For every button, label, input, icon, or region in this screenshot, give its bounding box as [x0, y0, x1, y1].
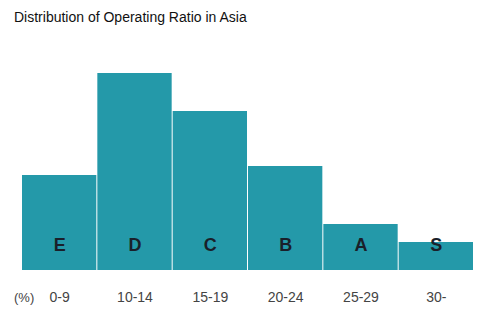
bar: [323, 224, 397, 270]
bars: [22, 73, 473, 270]
title: Distribution of Operating Ratio in Asia: [14, 9, 247, 25]
bar: [173, 111, 247, 270]
x-tick-label: 30-: [426, 289, 447, 305]
x-tick-label: 20-24: [268, 289, 304, 305]
bar: [248, 166, 322, 270]
grade-label: S: [430, 235, 442, 255]
grade-label: B: [279, 235, 292, 255]
bar: [97, 73, 171, 270]
grade-label: A: [355, 235, 368, 255]
grade-label: D: [129, 235, 142, 255]
chart: Distribution of Operating Ratio in Asia E…: [0, 0, 500, 317]
grade-label: E: [54, 235, 66, 255]
bar: [22, 175, 96, 270]
x-tick-label: 0-9: [50, 289, 70, 305]
x-tick-label: 15-19: [192, 289, 228, 305]
grade-label: C: [204, 235, 217, 255]
x-tick-label: 10-14: [117, 289, 153, 305]
x-tick-label: 25-29: [343, 289, 379, 305]
x-axis-label: (%): [14, 290, 34, 305]
